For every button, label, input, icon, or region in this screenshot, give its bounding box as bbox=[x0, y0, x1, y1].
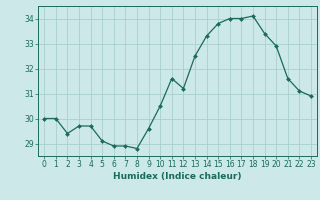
X-axis label: Humidex (Indice chaleur): Humidex (Indice chaleur) bbox=[113, 172, 242, 181]
